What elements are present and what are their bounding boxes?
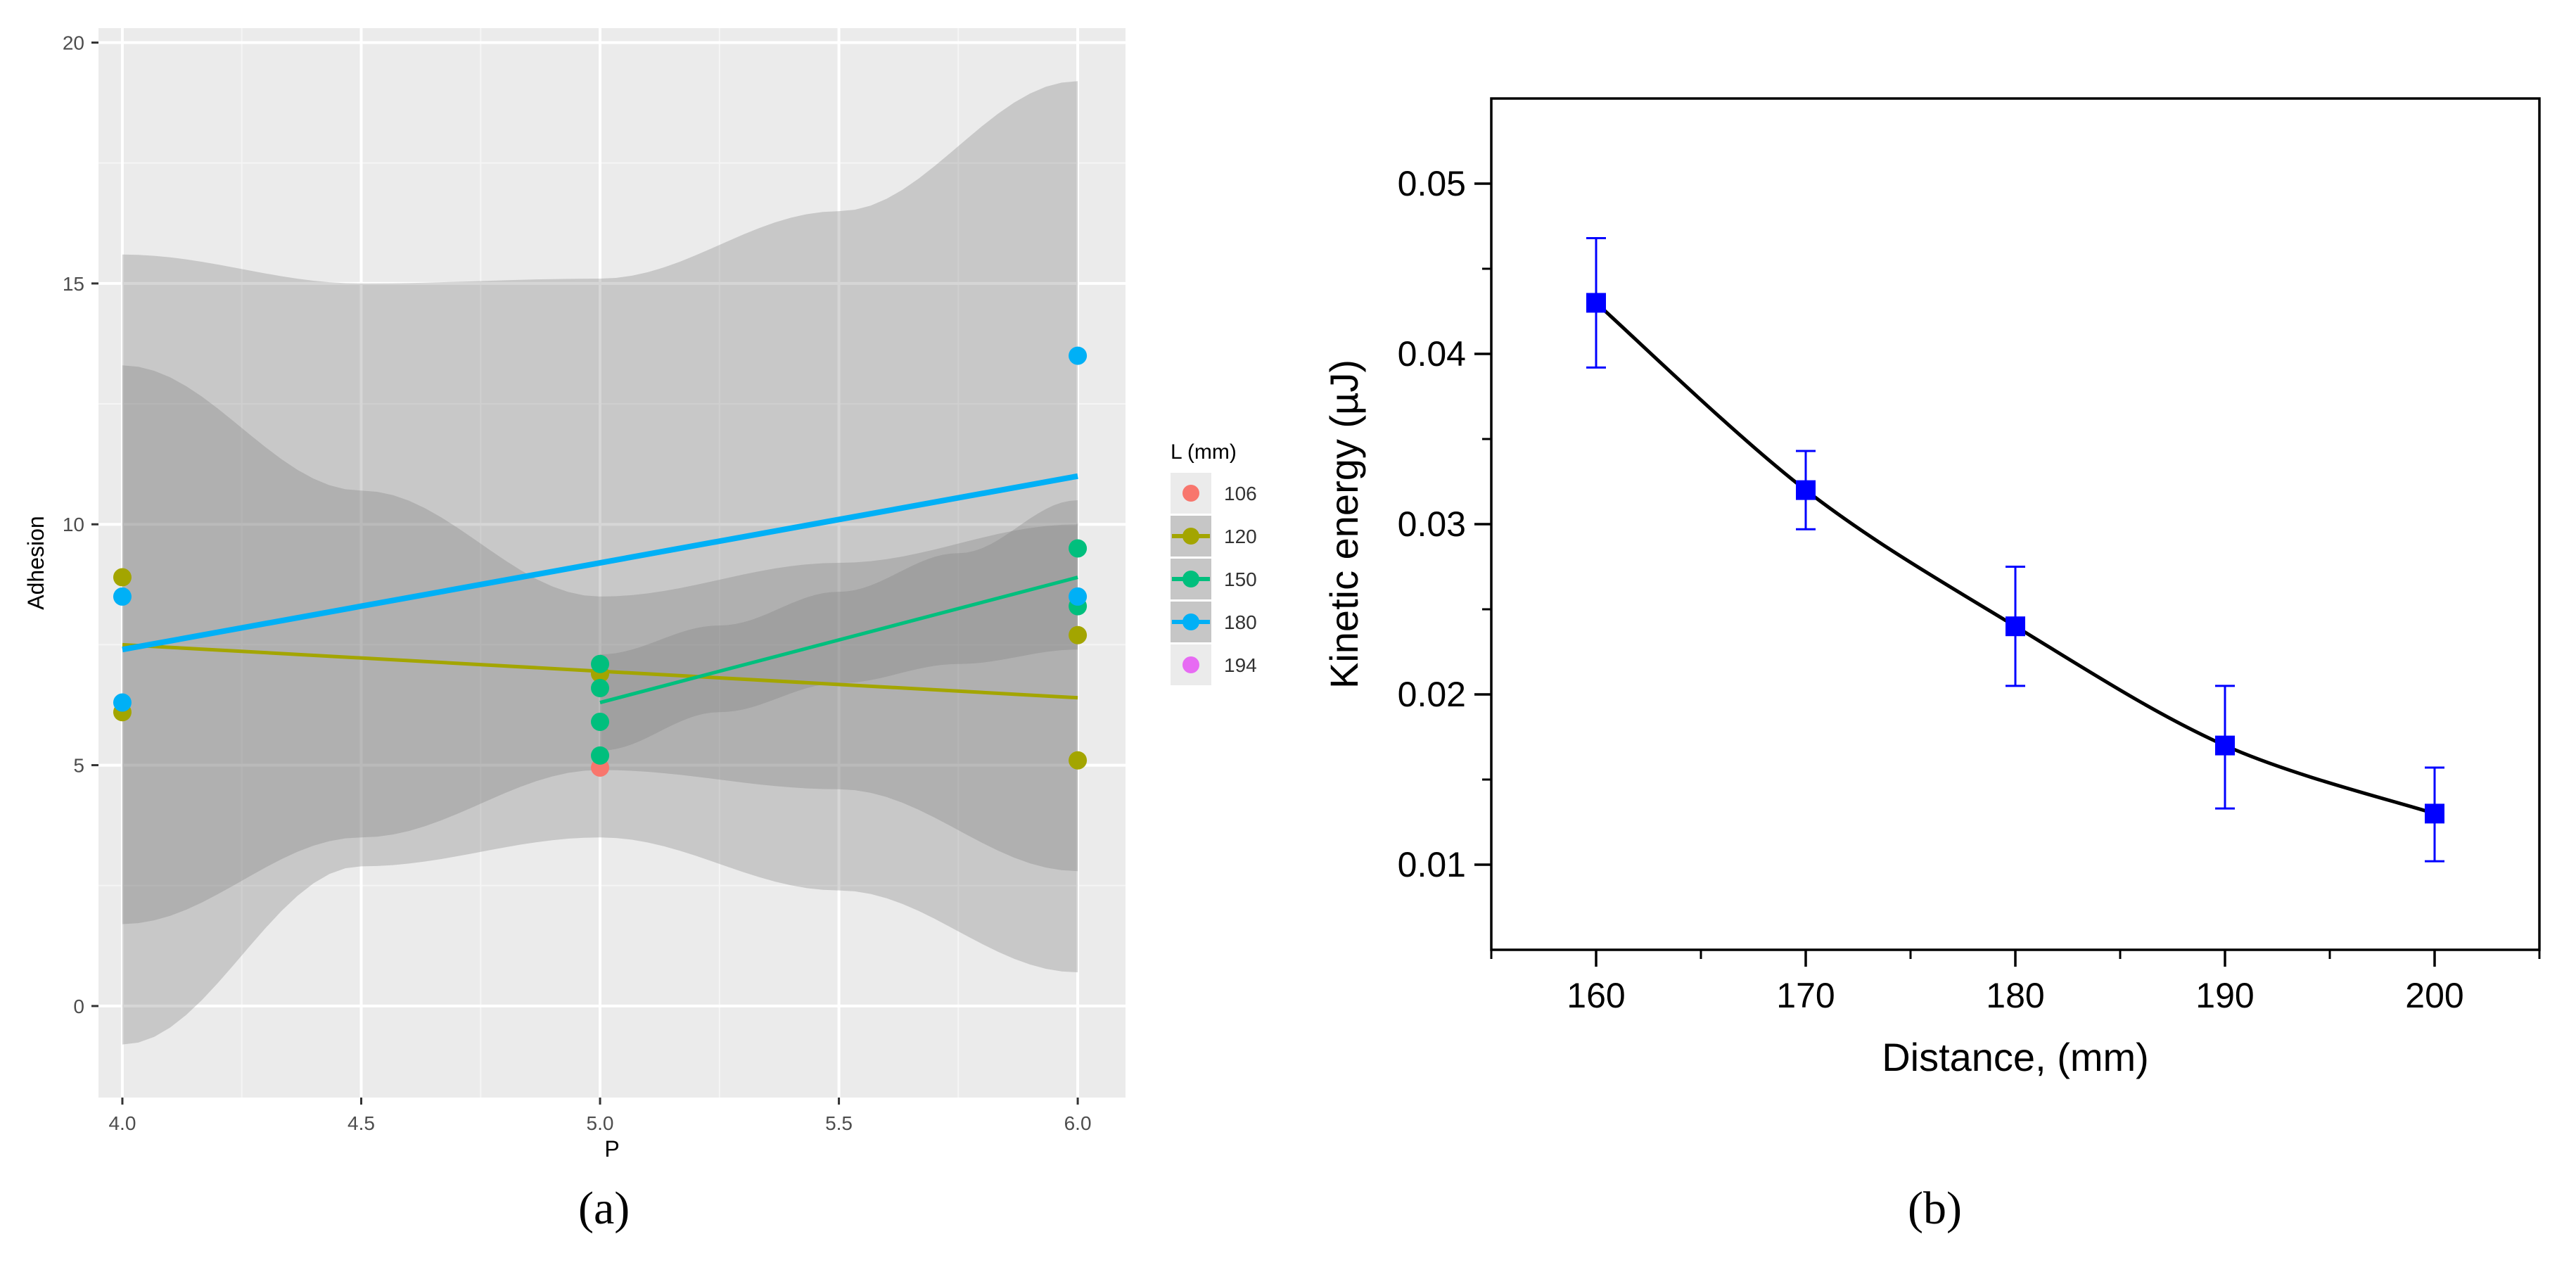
legend-label: 180 [1224, 611, 1257, 633]
y-tick-label: 0.04 [1398, 334, 1466, 374]
x-tick-label: 190 [2195, 976, 2254, 1015]
legend-key-point [1182, 656, 1199, 673]
x-tick-label: 4.5 [347, 1112, 375, 1134]
x-tick-label: 6.0 [1064, 1112, 1092, 1134]
legend-label: 106 [1224, 483, 1257, 504]
panel-b-label: (b) [1908, 1183, 1962, 1234]
data-point-150 [591, 712, 610, 731]
x-tick-label: 5.0 [587, 1112, 614, 1134]
confidence-band-150 [600, 500, 1078, 751]
data-point-180 [113, 587, 132, 606]
series-line [1595, 301, 2435, 815]
confidence-band-120 [122, 365, 1078, 924]
x-tick-label: 180 [1986, 976, 2044, 1015]
y-tick-label: 0.05 [1398, 164, 1466, 203]
data-point-150 [591, 679, 610, 698]
x-tick-label: 170 [1776, 976, 1835, 1015]
data-point-150 [591, 654, 610, 673]
chart-panel-a: 4.0 4.5 5.0 5.5 6.0 0 5 10 15 20 P Adhesion [23, 28, 1126, 1162]
legend-title: L (mm) [1171, 440, 1237, 464]
y-tick-label: 10 [63, 514, 84, 535]
y-tick-label: 0.03 [1398, 504, 1466, 544]
x-tick-label: 5.5 [825, 1112, 853, 1134]
panel-a-label: (a) [578, 1183, 630, 1234]
data-point-150 [591, 746, 610, 765]
x-axis-label: Distance, (mm) [1882, 1035, 2149, 1079]
chart-panel-b: 160 170 180 190 200 0.01 0.02 0.03 0.04 0.05 Dista… [1322, 97, 2541, 1079]
legend-key-point [1182, 528, 1199, 545]
plot-frame [1490, 97, 2541, 951]
y-tick-label: 0.02 [1398, 675, 1466, 714]
x-tick-label: 4.0 [108, 1112, 136, 1134]
data-point-180 [1069, 346, 1088, 365]
x-axis-label: P [604, 1136, 619, 1162]
data-point-120 [1069, 625, 1088, 644]
x-tick-label: 160 [1567, 976, 1625, 1015]
data-point [2215, 735, 2235, 756]
data-point [1586, 293, 1606, 313]
y-axis-label: Kinetic energy (µJ) [1322, 360, 1366, 689]
legend-key-point [1182, 571, 1199, 587]
fit-line-180 [122, 473, 1078, 653]
y-tick-label: 0.01 [1398, 845, 1466, 884]
data-point [1796, 480, 1816, 500]
data-point-120 [1069, 751, 1088, 770]
data-point-120 [113, 568, 132, 587]
legend: L (mm) 106 120 150 180 194 [1171, 440, 1257, 685]
y-tick-label: 20 [63, 32, 84, 54]
y-axis-label: Adhesion [23, 516, 49, 609]
data-point [2006, 616, 2025, 637]
legend-key-point [1182, 485, 1199, 502]
data-point [2425, 803, 2444, 824]
y-tick-label: 0 [73, 996, 84, 1017]
data-point-180 [113, 693, 132, 712]
legend-key-point [1182, 614, 1199, 630]
data-point-150 [1069, 539, 1088, 558]
legend-label: 150 [1224, 568, 1257, 590]
data-point-180 [1069, 587, 1088, 606]
fit-line-150 [599, 576, 1078, 704]
legend-label: 120 [1224, 526, 1257, 547]
legend-label: 194 [1224, 654, 1257, 676]
x-tick-label: 200 [2405, 976, 2463, 1015]
y-tick-label: 5 [73, 755, 84, 777]
y-tick-label: 15 [63, 273, 84, 295]
